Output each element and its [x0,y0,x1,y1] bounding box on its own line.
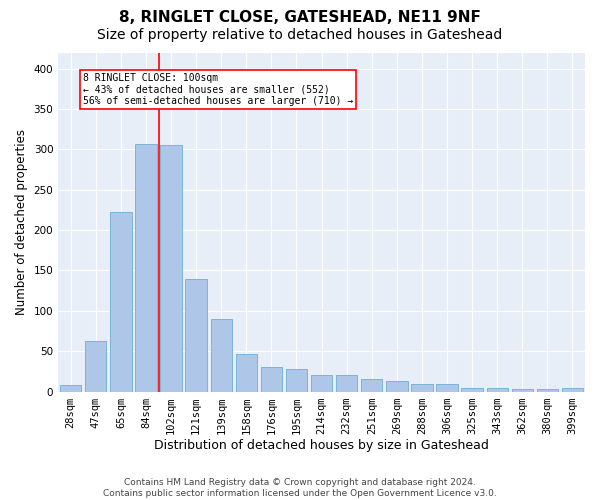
Bar [85,340,106,392]
Bar [160,146,182,392]
Bar [361,380,382,392]
Bar [336,376,358,392]
Bar [110,212,131,392]
Bar [211,319,232,392]
Bar [286,369,307,392]
Bar [261,368,282,392]
Bar [60,385,82,392]
Bar [236,354,257,392]
Bar [411,384,433,392]
Bar [461,388,483,392]
Bar [386,381,407,392]
Bar [537,389,558,392]
Text: 8, RINGLET CLOSE, GATESHEAD, NE11 9NF: 8, RINGLET CLOSE, GATESHEAD, NE11 9NF [119,10,481,25]
Text: Contains HM Land Registry data © Crown copyright and database right 2024.
Contai: Contains HM Land Registry data © Crown c… [103,478,497,498]
Bar [562,388,583,392]
X-axis label: Distribution of detached houses by size in Gateshead: Distribution of detached houses by size … [154,440,489,452]
Text: 8 RINGLET CLOSE: 100sqm
← 43% of detached houses are smaller (552)
56% of semi-d: 8 RINGLET CLOSE: 100sqm ← 43% of detache… [83,72,353,106]
Y-axis label: Number of detached properties: Number of detached properties [15,129,28,315]
Bar [136,144,157,392]
Text: Size of property relative to detached houses in Gateshead: Size of property relative to detached ho… [97,28,503,42]
Bar [436,384,458,392]
Bar [185,278,207,392]
Bar [487,388,508,392]
Bar [311,376,332,392]
Bar [512,389,533,392]
